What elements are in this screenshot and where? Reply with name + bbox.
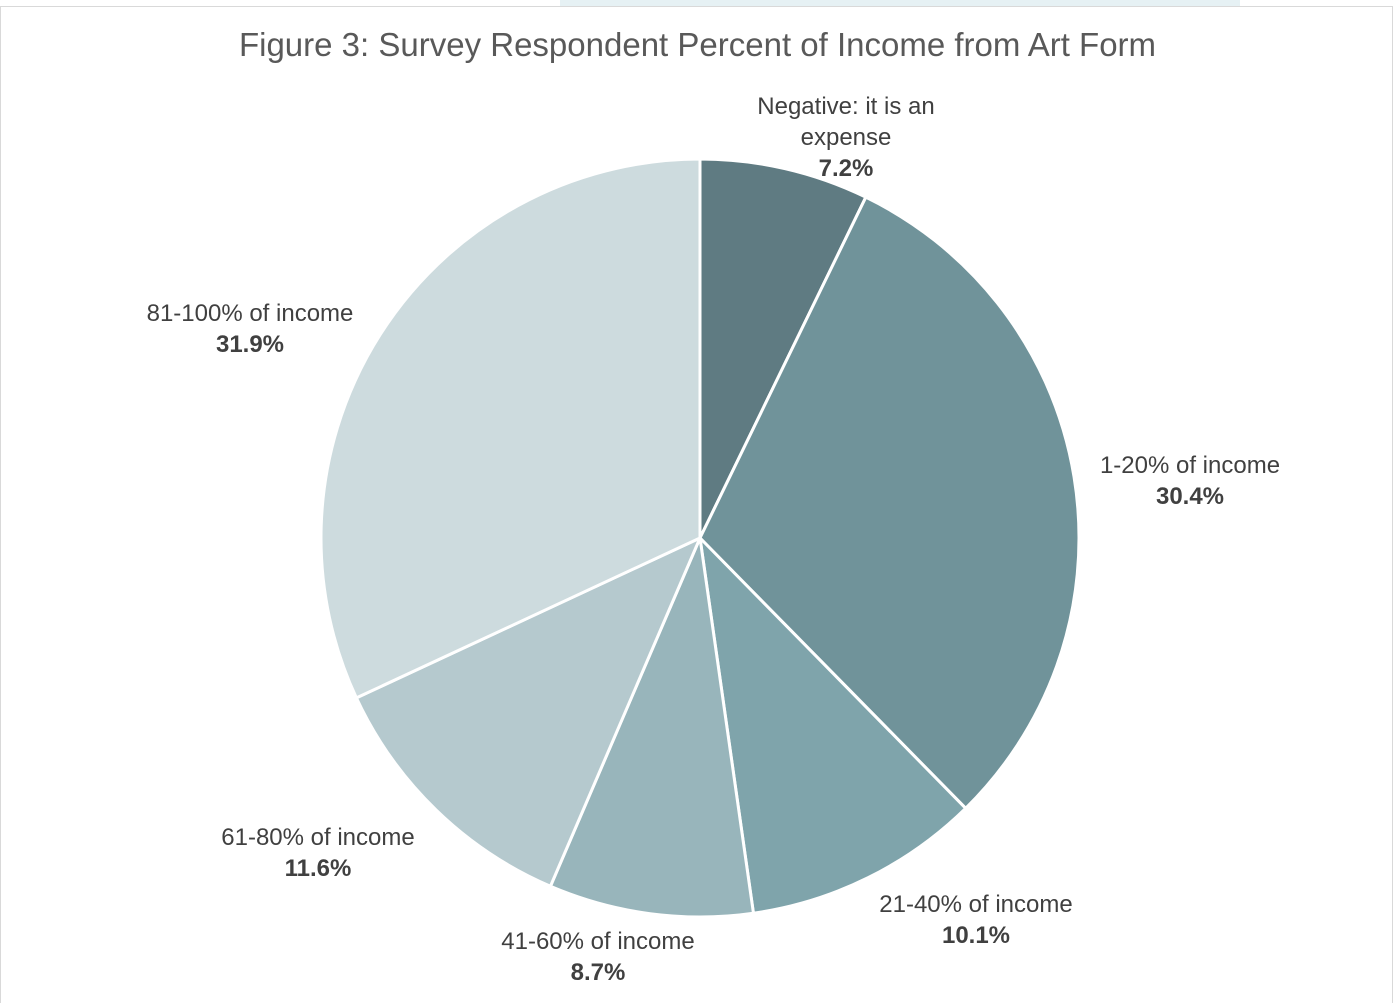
slice-percent: 30.4% (1155, 483, 1225, 510)
pie-slice-3 (548, 536, 755, 919)
pie-slice-0 (698, 157, 868, 540)
pie-slice-2 (698, 536, 968, 915)
slice-percent: 31.9% (215, 331, 285, 358)
slice-percent: 7.2% (818, 155, 874, 182)
slice-category: 81-100% of income (146, 300, 354, 327)
pie-slice-4 (354, 536, 702, 888)
background-accent-top (560, 0, 1240, 6)
slice-category: 61-80% of income (221, 824, 415, 851)
slice-label-21-40: 21-40% of income 10.1% (856, 889, 1096, 951)
slice-percent: 8.7% (570, 959, 626, 986)
slice-category: Negative: it is an expense (757, 93, 935, 151)
slice-label-41-60: 41-60% of income 8.7% (478, 926, 718, 988)
slice-label-negative: Negative: it is an expense 7.2% (736, 91, 956, 184)
pie-slice-5 (319, 157, 702, 700)
slice-percent: 11.6% (284, 855, 352, 882)
slice-category: 1-20% of income (1099, 452, 1281, 479)
slice-category: 21-40% of income (879, 891, 1073, 918)
slice-label-61-80: 61-80% of income 11.6% (198, 822, 438, 884)
slice-category: 41-60% of income (501, 928, 695, 955)
slice-percent: 10.1% (941, 922, 1011, 949)
slice-label-81-100: 81-100% of income 31.9% (120, 298, 380, 360)
pie-slice-1 (698, 195, 1081, 810)
slice-label-1-20: 1-20% of income 30.4% (1070, 450, 1310, 512)
chart-title: Figure 3: Survey Respondent Percent of I… (238, 26, 1157, 63)
